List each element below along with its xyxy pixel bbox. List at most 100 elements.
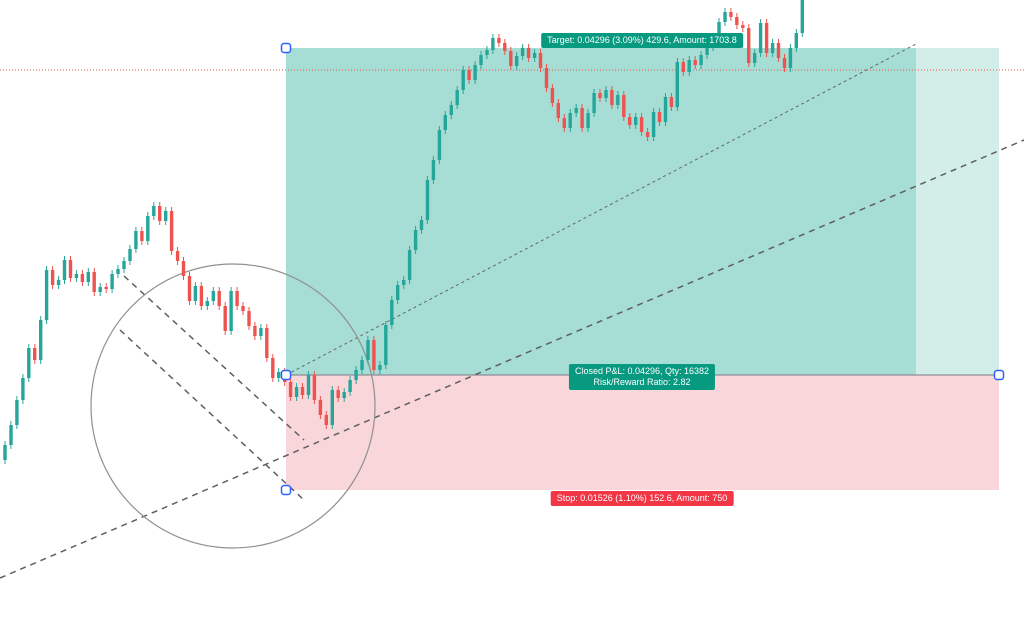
candle — [431, 160, 436, 180]
candle — [259, 328, 263, 336]
candle — [312, 375, 317, 400]
candle — [485, 50, 489, 55]
candle — [9, 425, 13, 445]
candle — [741, 25, 745, 28]
candle — [396, 285, 400, 300]
candle — [98, 287, 102, 292]
candle — [277, 372, 281, 378]
candle — [342, 392, 346, 398]
candle — [747, 28, 751, 63]
candle — [187, 276, 192, 301]
candle — [217, 291, 221, 306]
candle — [205, 301, 209, 306]
candle — [193, 286, 198, 301]
candle — [50, 270, 55, 285]
candle — [455, 90, 459, 105]
candle — [318, 400, 323, 415]
candle — [3, 445, 7, 460]
candle — [229, 291, 233, 331]
stop-zone[interactable] — [286, 375, 999, 490]
candle — [265, 328, 269, 358]
candle — [56, 280, 61, 285]
candle — [39, 320, 43, 360]
candle — [253, 326, 257, 336]
candle — [378, 365, 382, 370]
candle — [776, 43, 781, 58]
candle — [693, 60, 697, 65]
candle — [782, 58, 787, 68]
candle — [788, 48, 793, 68]
candle — [44, 270, 49, 320]
channel-upper-line[interactable] — [123, 275, 305, 441]
stop-label: Stop: 0.01526 (1.10%) 152.6, Amount: 750 — [550, 491, 734, 506]
candle — [764, 23, 769, 53]
candle — [241, 306, 245, 311]
candle — [634, 117, 638, 125]
candle — [491, 38, 495, 50]
candle — [800, 0, 804, 33]
candle — [675, 62, 679, 107]
candle — [574, 108, 578, 113]
candle — [616, 95, 620, 105]
candle — [580, 108, 584, 128]
candle — [705, 47, 709, 55]
candle — [663, 97, 668, 122]
candle — [598, 93, 602, 98]
candle — [479, 55, 483, 65]
target-zone-extension — [916, 48, 999, 375]
candle — [610, 90, 614, 105]
candle — [366, 340, 370, 360]
candle — [568, 113, 572, 128]
entry-to-target-line — [285, 43, 917, 376]
candle — [520, 48, 525, 56]
candle — [770, 43, 775, 53]
candle — [384, 325, 388, 365]
candle — [360, 360, 364, 370]
candle — [223, 306, 227, 331]
candle — [74, 274, 79, 278]
channel-lower-line[interactable] — [119, 329, 305, 501]
candle — [104, 287, 108, 289]
candle — [443, 115, 447, 130]
candle — [122, 261, 126, 269]
candle — [437, 130, 442, 160]
candle — [116, 269, 120, 274]
candle — [651, 112, 656, 137]
candle — [390, 300, 394, 325]
handle-icon[interactable] — [280, 369, 292, 381]
closed-pnl-label: Closed P&L: 0.04296, Qty: 16382 Risk/Rew… — [568, 364, 716, 390]
risk-reward-text: Risk/Reward Ratio: 2.82 — [593, 377, 691, 387]
long-trendline[interactable] — [0, 139, 1024, 579]
candle — [80, 274, 85, 282]
candle — [592, 93, 596, 113]
handle-icon[interactable] — [280, 42, 292, 54]
candle — [181, 261, 186, 276]
candle — [526, 48, 531, 58]
candle — [288, 382, 293, 397]
candle — [622, 95, 626, 117]
candle — [723, 12, 727, 22]
handle-icon[interactable] — [993, 369, 1005, 381]
candle — [306, 375, 311, 395]
target-label: Target: 0.04296 (3.09%) 429.6, Amount: 1… — [541, 33, 743, 48]
candle — [532, 53, 537, 58]
candle — [497, 38, 501, 43]
candle — [324, 415, 328, 425]
candle — [794, 33, 798, 48]
candle — [449, 105, 453, 115]
candle — [473, 65, 477, 80]
candle — [146, 216, 150, 241]
highlight-circle[interactable] — [90, 263, 376, 549]
candle — [68, 260, 73, 278]
handle-icon[interactable] — [280, 484, 292, 496]
candle — [639, 117, 644, 132]
candle — [330, 390, 334, 425]
candle — [604, 90, 608, 98]
candle — [247, 311, 251, 326]
candle — [271, 358, 275, 378]
candle — [86, 272, 90, 282]
candle — [211, 291, 215, 301]
candle — [509, 51, 513, 66]
